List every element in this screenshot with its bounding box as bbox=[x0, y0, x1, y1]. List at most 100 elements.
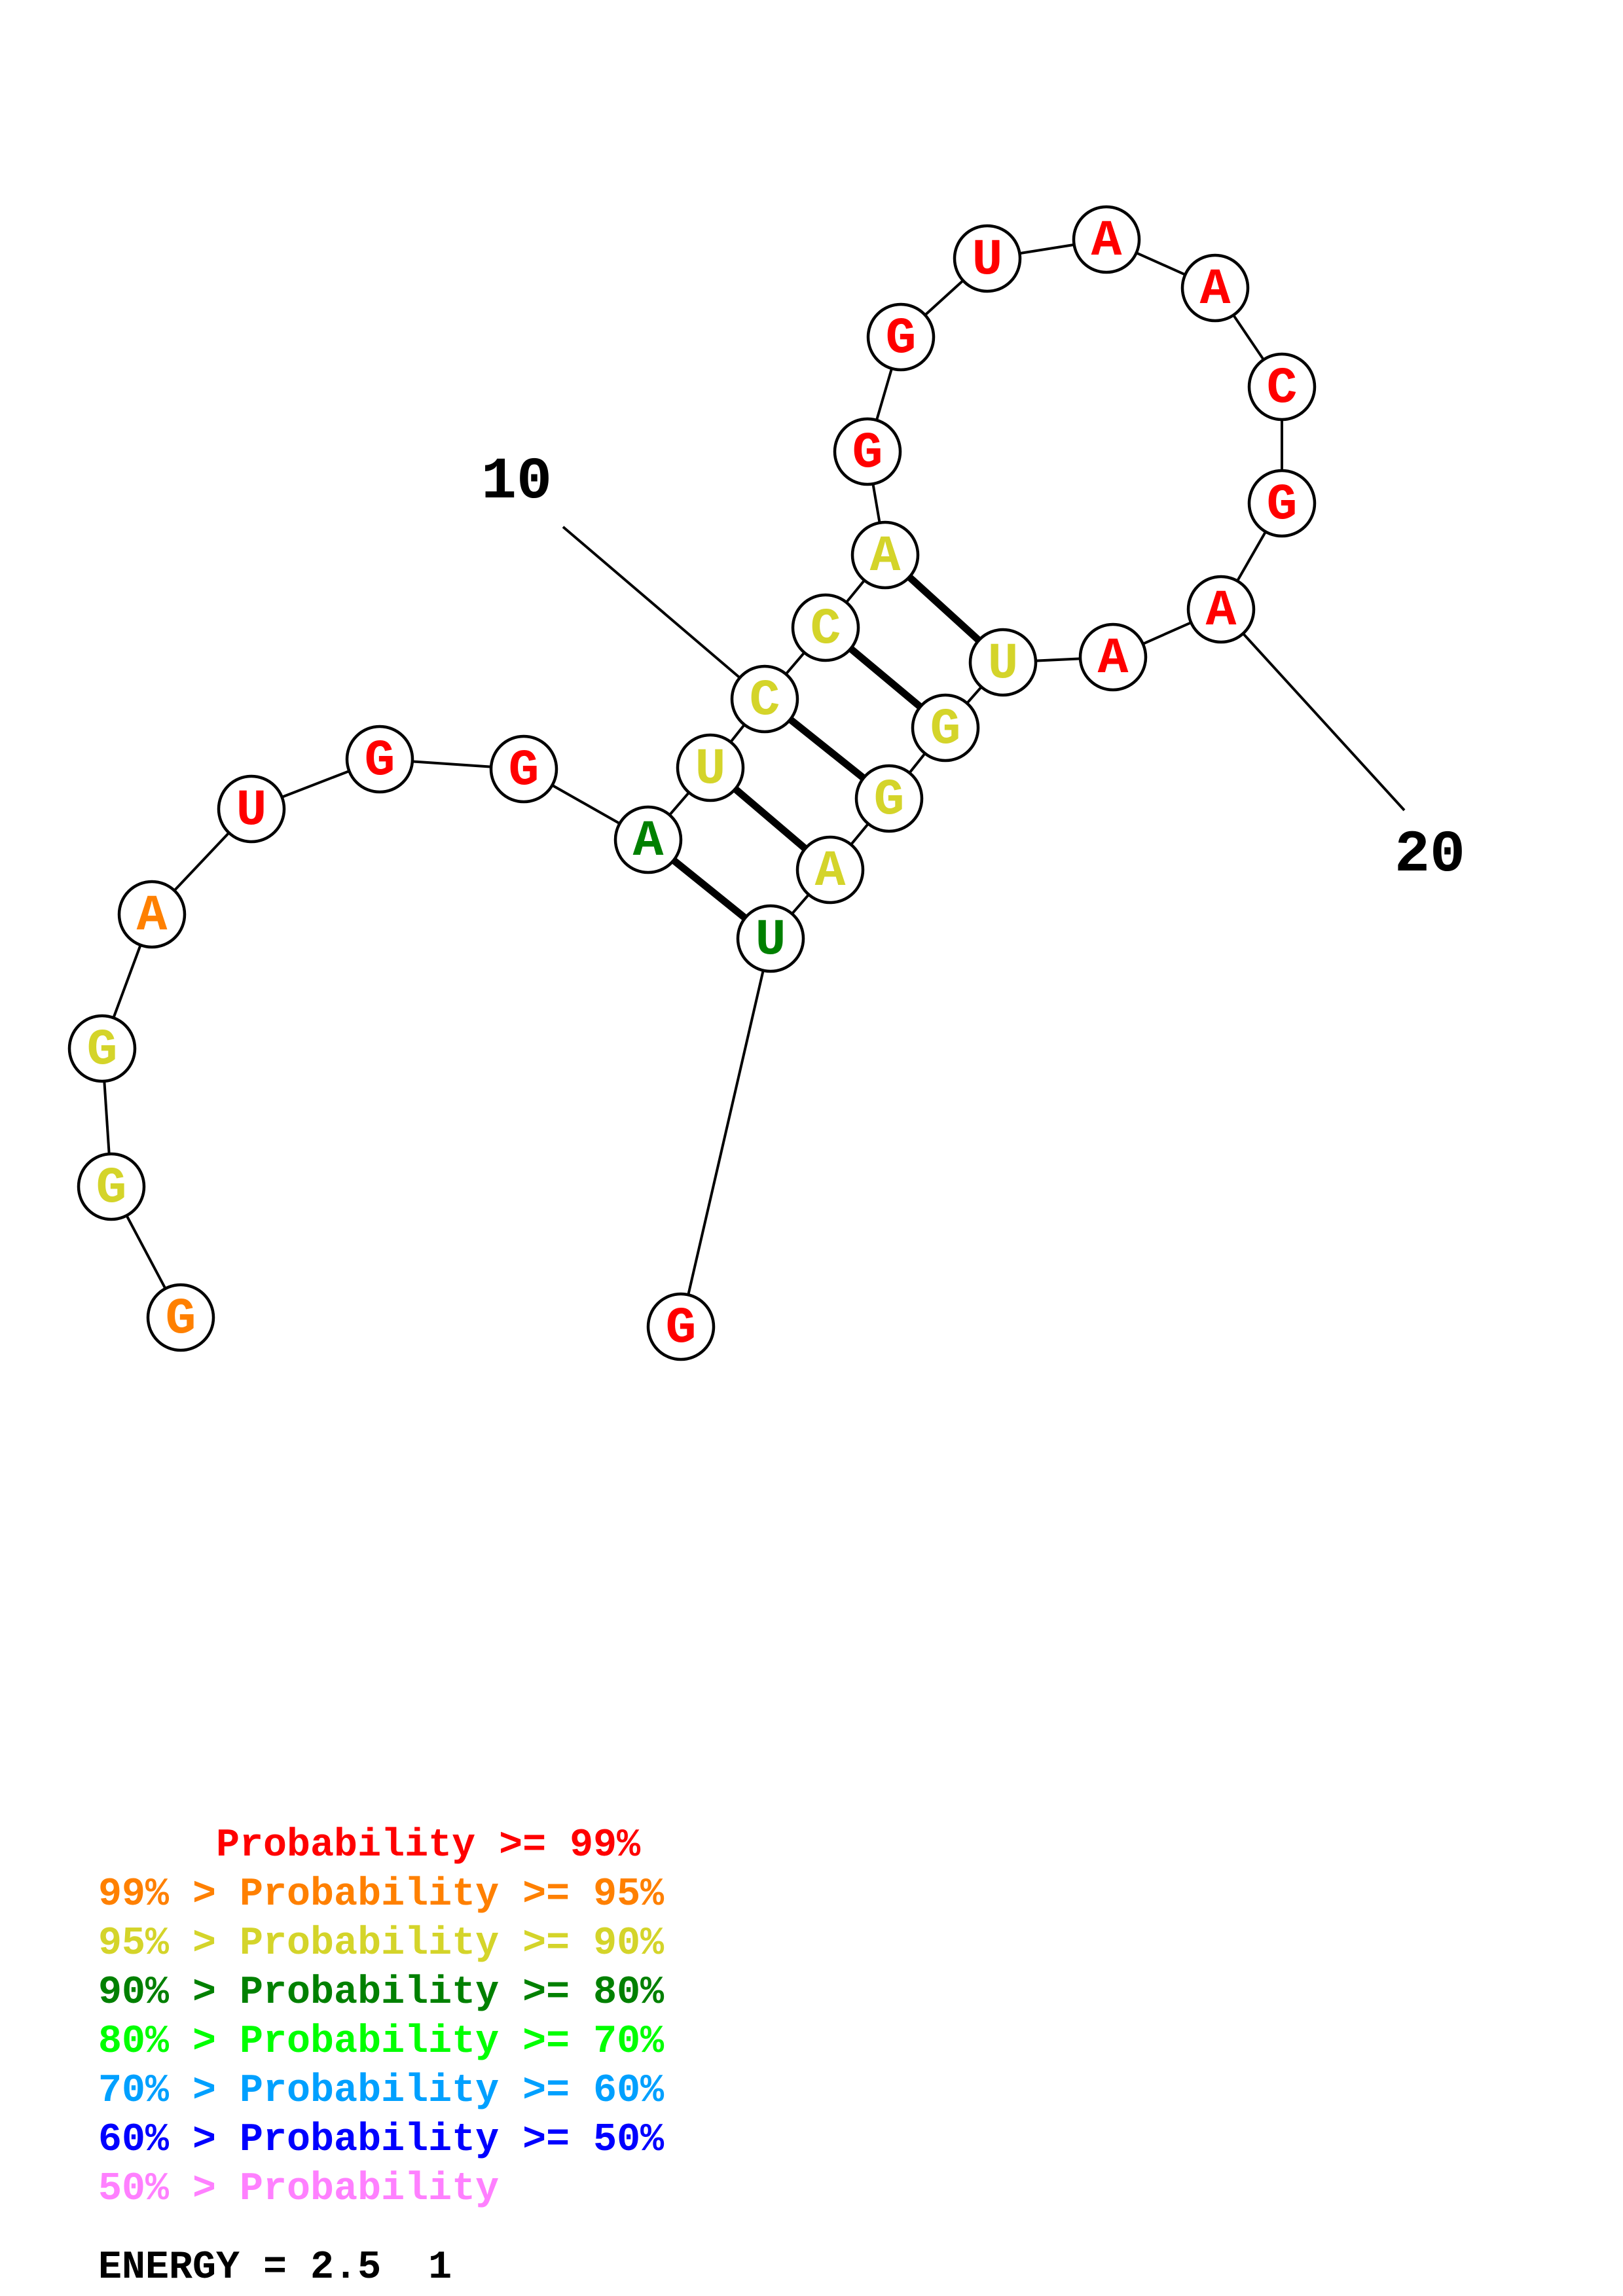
nucleotide-circle bbox=[146, 1283, 215, 1352]
nucleotide-circle bbox=[791, 593, 860, 662]
nucleotide-16: A bbox=[1072, 205, 1141, 274]
backbone-link bbox=[871, 483, 881, 524]
nucleotide-24: G bbox=[854, 764, 924, 833]
nucleotide-base-letter: G bbox=[87, 1022, 118, 1079]
nucleotide-base-letter: U bbox=[756, 912, 786, 969]
backbone-link bbox=[112, 944, 142, 1018]
legend-entry: 90% > Probability >= 80% bbox=[98, 1971, 665, 2015]
nucleotide-circle bbox=[854, 764, 924, 833]
backbone-link bbox=[1142, 621, 1192, 645]
nucleotide-base-letter: U bbox=[236, 782, 267, 840]
backbone-link bbox=[924, 279, 964, 316]
backbone-link bbox=[125, 1215, 167, 1289]
nucleotide-12: A bbox=[850, 520, 920, 590]
nucleotide-23: G bbox=[911, 693, 980, 762]
nucleotide-base-letter: G bbox=[930, 701, 961, 759]
nucleotide-base-letter: G bbox=[1267, 476, 1298, 534]
nucleotide-circle bbox=[489, 734, 558, 804]
nucleotide-base-letter: A bbox=[633, 813, 664, 870]
nucleotide-base-letter: A bbox=[870, 528, 901, 586]
nucleotide-circle bbox=[953, 224, 1022, 293]
nucleotide-base-letter: C bbox=[811, 601, 841, 658]
nucleotide-25: A bbox=[795, 835, 865, 905]
nucleotide-10: C bbox=[730, 664, 799, 734]
nucleotide-base-letter: U bbox=[972, 232, 1003, 289]
nucleotide-7: G bbox=[489, 734, 558, 804]
nucleotide-base-letter: G bbox=[96, 1160, 127, 1217]
nucleotide-circle bbox=[345, 725, 414, 794]
backbone-link bbox=[1019, 243, 1074, 255]
backbone-link bbox=[875, 368, 893, 421]
legend-entry: Probability >= 99% bbox=[98, 1823, 641, 1868]
nucleotide-18: C bbox=[1247, 352, 1317, 422]
nucleotide-9: U bbox=[676, 733, 745, 802]
backbone-link bbox=[1035, 657, 1081, 662]
backbone-link bbox=[1135, 251, 1186, 276]
nucleotide-circle bbox=[117, 880, 187, 949]
legend-entry: 60% > Probability >= 50% bbox=[98, 2118, 665, 2162]
nucleotide-base-letter: C bbox=[1267, 360, 1298, 418]
nucleotide-8: A bbox=[613, 805, 683, 874]
nucleotide-base-letter: G bbox=[874, 772, 905, 829]
nucleotide-circle bbox=[1247, 469, 1317, 538]
legend-entry: 50% > Probability bbox=[98, 2167, 499, 2212]
nucleotide-circle bbox=[730, 664, 799, 734]
legend-entry: 95% > Probability >= 90% bbox=[98, 1922, 665, 1966]
backbone-link bbox=[966, 686, 983, 704]
nucleotide-14: G bbox=[866, 302, 936, 372]
nucleotide-20: A bbox=[1186, 575, 1256, 644]
nucleotide-circle bbox=[676, 733, 745, 802]
nucleotide-base-letter: G bbox=[365, 732, 395, 790]
nucleotide-19: G bbox=[1247, 469, 1317, 538]
nucleotide-base-letter: A bbox=[1200, 261, 1231, 319]
backbone-link bbox=[103, 1081, 111, 1155]
nucleotide-11: C bbox=[791, 593, 860, 662]
backbone-link bbox=[791, 893, 810, 915]
base-pair-bond bbox=[671, 857, 748, 921]
nucleotide-27: G bbox=[646, 1292, 716, 1361]
nucleotide-4: A bbox=[117, 880, 187, 949]
nucleotide-circle bbox=[736, 904, 805, 973]
nucleotide-base-letter: G bbox=[852, 425, 883, 482]
nucleotide-base-letter: G bbox=[509, 742, 539, 800]
backbone-link bbox=[412, 760, 492, 768]
nucleotide-circle bbox=[613, 805, 683, 874]
nucleotide-circle bbox=[866, 302, 936, 372]
backbone-link bbox=[281, 770, 350, 798]
nucleotide-base-letter: G bbox=[666, 1300, 697, 1357]
probability-legend: Probability >= 99% 99% > Probability >= 9… bbox=[98, 1823, 665, 2212]
nucleotide-21: A bbox=[1078, 622, 1148, 692]
nucleotide-base-letter: A bbox=[815, 843, 846, 901]
nucleotide-circle bbox=[968, 628, 1038, 697]
nucleotide-base-letter: A bbox=[137, 888, 168, 945]
legend-entry: 99% > Probability >= 95% bbox=[98, 1873, 665, 1917]
position-label-10: 10 bbox=[481, 449, 552, 516]
base-pair-bond bbox=[733, 786, 808, 852]
backbone-link bbox=[784, 651, 806, 675]
backbone-link bbox=[850, 823, 869, 846]
backbone-link bbox=[668, 791, 690, 816]
nucleotide-circle bbox=[833, 417, 902, 486]
position-label-20: 20 bbox=[1395, 822, 1465, 889]
backbone-links bbox=[103, 243, 1283, 1295]
nucleotide-13: G bbox=[833, 417, 902, 486]
base-pair-bonds bbox=[671, 574, 981, 921]
nucleotide-circle bbox=[77, 1152, 146, 1221]
nucleotide-circle bbox=[1186, 575, 1256, 644]
nucleotide-base-letter: C bbox=[750, 672, 780, 730]
position-ticks: 10 20 bbox=[481, 449, 1465, 889]
nucleotide-circle bbox=[911, 693, 980, 762]
nucleotide-base-letter: U bbox=[695, 741, 726, 798]
nucleotide-26: U bbox=[736, 904, 805, 973]
nucleotide-base-letter: A bbox=[1098, 630, 1129, 688]
nucleotide-17: A bbox=[1180, 253, 1250, 323]
nucleotide-base-letter: U bbox=[988, 636, 1019, 693]
base-pair-bond bbox=[788, 716, 866, 781]
nucleotide-5: U bbox=[217, 774, 286, 844]
backbone-link bbox=[1236, 531, 1267, 582]
nucleotide-circle bbox=[217, 774, 286, 844]
legend-entry: 70% > Probability >= 60% bbox=[98, 2069, 665, 2113]
nucleotide-base-letter: A bbox=[1091, 213, 1122, 270]
